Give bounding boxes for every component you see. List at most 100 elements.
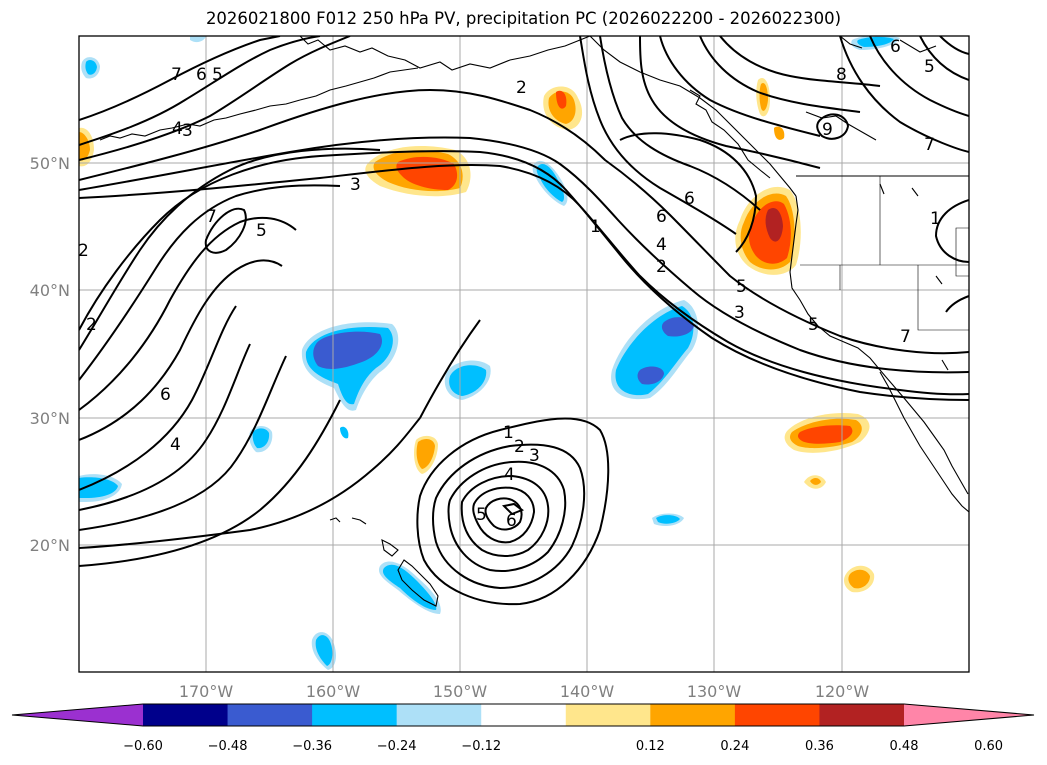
baja-coast [879, 371, 969, 513]
contour-label: 4 [172, 119, 183, 139]
pv-contour [619, 132, 758, 253]
pv-contour [699, 36, 861, 113]
colorbar-extend-min [12, 704, 143, 726]
bc-islands [689, 89, 771, 179]
coastlines [99, 36, 969, 607]
precip-blob-positive [416, 438, 435, 469]
precip-blob-negative [315, 635, 333, 666]
pv-contour [79, 136, 969, 374]
pv-contour [639, 36, 821, 169]
contour-label: 2 [86, 315, 97, 335]
pv-contour [579, 36, 737, 235]
colorbar-tick-label: 0.48 [890, 739, 919, 754]
contour-label: 2 [514, 437, 525, 457]
pv-contour [934, 199, 969, 263]
contour-label: 6 [684, 189, 695, 209]
precip-blob-negative [857, 36, 894, 47]
lon-label: 140°W [560, 682, 615, 701]
precip-blob-positive [848, 569, 870, 589]
pv-contour [79, 355, 287, 531]
pv-contour [79, 88, 969, 355]
pv-contour [79, 305, 237, 491]
colorbar-tick-label: 0.60 [974, 739, 1003, 754]
bc-coast [589, 36, 797, 197]
pv-contour [599, 36, 761, 211]
colorbar-segment [143, 704, 229, 726]
contour-label: 7 [206, 207, 217, 227]
precip-blob-negative [449, 365, 487, 396]
precip-blob-negative [79, 477, 118, 498]
contour-label: 8 [836, 65, 847, 85]
colorbar-segment [734, 704, 820, 726]
contour-label: 3 [734, 303, 745, 323]
lat-label: 20°N [30, 536, 70, 555]
contour-label: 6 [196, 65, 207, 85]
pv-contour [79, 36, 281, 121]
contour-label: 2 [656, 257, 667, 277]
precip-blob-negative [661, 317, 694, 337]
precip-blob-positive [79, 132, 90, 161]
contour-label: 4 [656, 235, 667, 255]
pv-contour [79, 399, 341, 567]
state-border [800, 176, 969, 331]
pv-contour [719, 36, 881, 87]
pv-contour [939, 36, 969, 55]
alaska-peninsula [299, 67, 419, 101]
contour-label: 6 [890, 37, 901, 57]
pv-contour [79, 147, 381, 351]
contour-label: 7 [171, 65, 182, 85]
lon-label: 160°W [306, 682, 361, 701]
lat-label: 30°N [30, 409, 70, 428]
colorbar-segment [312, 704, 398, 726]
colorbar-tick-label: −0.12 [461, 739, 501, 754]
colorbar-tick-label: −0.48 [208, 739, 248, 754]
contour-label: 5 [212, 65, 223, 85]
colorbar-segment [227, 704, 313, 726]
contour-label: 5 [924, 57, 935, 77]
precip-blob-negative [637, 366, 664, 385]
us-west-coast [789, 195, 969, 495]
lon-label: 150°W [433, 682, 488, 701]
precip-blob-negative [85, 59, 97, 75]
precip-blob-negative [252, 428, 270, 449]
pv-contour [79, 184, 341, 381]
alaska-coast [299, 36, 591, 71]
pv-contour [839, 36, 969, 153]
contour-label: 5 [256, 221, 267, 241]
contour-label: 1 [930, 209, 941, 229]
contour-label: 6 [160, 385, 171, 405]
pv-contours [79, 36, 969, 606]
lon-label: 130°W [687, 682, 742, 701]
precip-blob-positive [759, 82, 768, 111]
hawaii-islands [329, 517, 439, 607]
pv-contour [79, 216, 297, 411]
colorbar-segment [481, 704, 567, 726]
lon-label: 120°W [815, 682, 870, 701]
precip-blob-negative [190, 36, 206, 43]
lat-label: 50°N [30, 154, 70, 173]
precip-blob-negative [656, 515, 680, 524]
contour-label: 4 [504, 465, 515, 485]
contour-label: 1 [503, 423, 514, 443]
precip-blob-positive [765, 207, 783, 242]
precip-blob-negative [340, 426, 349, 439]
contour-label: 1 [590, 217, 601, 237]
contour-label: 9 [822, 120, 833, 140]
colorbar-tick-label: 0.36 [805, 739, 834, 754]
map-frame [78, 35, 970, 673]
contour-label: 7 [924, 135, 935, 155]
colorbar: −0.60 −0.48 −0.36 −0.24 −0.12 0.12 0.24 0.36 0.4… [11, 703, 1035, 754]
pv-contour [945, 295, 969, 313]
aleutian-islands [99, 99, 301, 141]
colorbar-outline [11, 703, 1035, 727]
pv-contour [501, 502, 525, 516]
lon-axis-labels: 170°W 160°W 150°W 140°W 130°W 120°W [179, 682, 870, 701]
pv-contour [484, 497, 523, 531]
pv-contour [204, 207, 247, 254]
pv-contour [447, 460, 567, 572]
pv-contour [816, 113, 850, 140]
colorbar-segment [650, 704, 736, 726]
lat-axis-labels: 50°N 40°N 30°N 20°N [30, 154, 70, 555]
colorbar-tick-label: 0.12 [636, 739, 665, 754]
